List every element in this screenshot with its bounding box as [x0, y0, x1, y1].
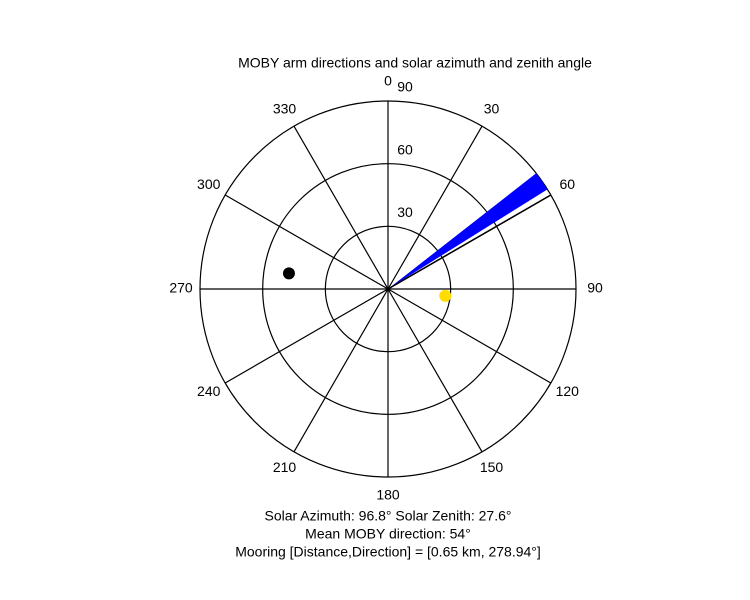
theta-tick-label: 180 — [376, 487, 400, 503]
r-tick-label: 90 — [397, 79, 413, 95]
point — [439, 289, 452, 302]
theta-tick-label: 60 — [559, 176, 575, 192]
spoke — [293, 125, 389, 290]
theta-tick-label: 240 — [197, 383, 221, 399]
theta-tick-label: 120 — [556, 383, 580, 399]
theta-tick-label: 210 — [273, 459, 297, 475]
spoke — [293, 288, 389, 453]
theta-tick-label: 330 — [273, 100, 297, 116]
spoke — [387, 288, 483, 453]
theta-tick-label: 270 — [169, 280, 193, 296]
theta-tick-label: 30 — [484, 100, 500, 116]
r-tick-label: 60 — [397, 141, 413, 157]
spoke — [224, 288, 389, 384]
spoke — [387, 125, 483, 290]
ring — [199, 100, 577, 478]
annotation: Mooring [Distance,Direction] = [0.65 km,… — [235, 544, 541, 560]
chart-title: MOBY arm directions and solar azimuth an… — [238, 55, 592, 71]
theta-tick-label: 90 — [587, 280, 603, 296]
theta-tick-label: 0 — [384, 73, 392, 89]
ring — [324, 225, 452, 353]
annotation: Mean MOBY direction: 54° — [305, 526, 471, 542]
spoke — [224, 194, 389, 290]
theta-tick-label: 150 — [480, 459, 504, 475]
r-tick-label: 30 — [397, 204, 413, 220]
arm-sector — [388, 173, 548, 289]
spoke — [387, 288, 552, 384]
ring — [262, 163, 514, 415]
arm-line — [387, 194, 552, 290]
point — [282, 267, 295, 280]
annotation: Solar Azimuth: 96.8° Solar Zenith: 27.6° — [265, 508, 512, 524]
theta-tick-label: 300 — [197, 176, 221, 192]
